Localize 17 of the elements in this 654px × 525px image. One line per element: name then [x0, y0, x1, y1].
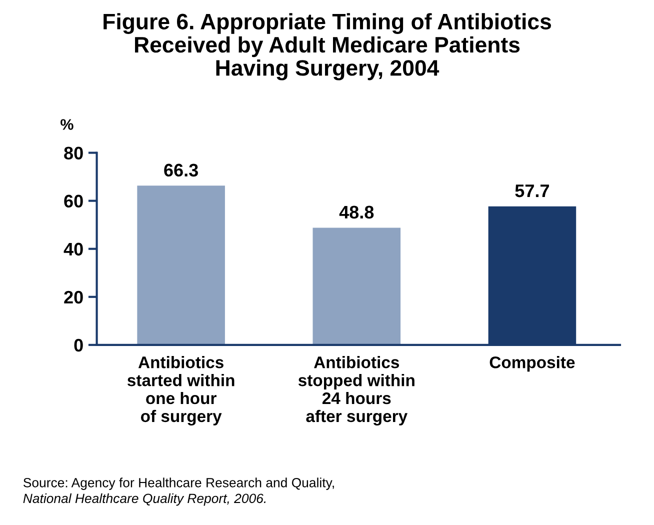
y-tick-label: 20 [64, 290, 83, 304]
x-tick-label: Antibiotics stopped within 24 hours after surgery [298, 356, 414, 426]
x-tick-label: Antibiotics started within one hour of surgery [127, 356, 234, 426]
y-tick-label: 80 [64, 146, 83, 160]
data-label: 66.3 [164, 164, 198, 177]
bar [137, 186, 225, 345]
y-tick-label: 60 [64, 194, 83, 208]
source-note: Source: Agency for Healthcare Research and Quality, [23, 478, 334, 490]
text: National Healthcare Quality Report, 2006. [23, 493, 266, 506]
y-tick-label: 0 [74, 338, 83, 352]
y-tick-label: 40 [64, 242, 83, 256]
bar [312, 228, 401, 345]
data-label: 57.7 [515, 184, 549, 198]
y-axis-title: % [60, 119, 74, 130]
chart-title: Figure 6. Appropriate Timing of Antibiotics Received by Adult Medicare Patients Having Surgery, 2004 [104, 13, 552, 80]
x-tick-label: Composite [490, 356, 575, 372]
data-label: 48.8 [339, 206, 374, 219]
